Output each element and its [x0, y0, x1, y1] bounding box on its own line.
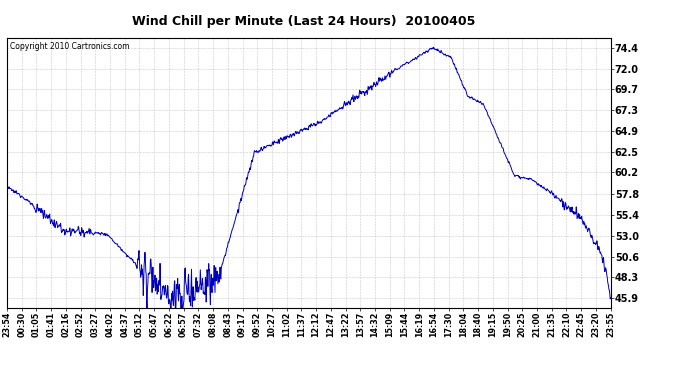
Text: Wind Chill per Minute (Last 24 Hours)  20100405: Wind Chill per Minute (Last 24 Hours) 20…	[132, 15, 475, 28]
Text: Copyright 2010 Cartronics.com: Copyright 2010 Cartronics.com	[10, 42, 130, 51]
